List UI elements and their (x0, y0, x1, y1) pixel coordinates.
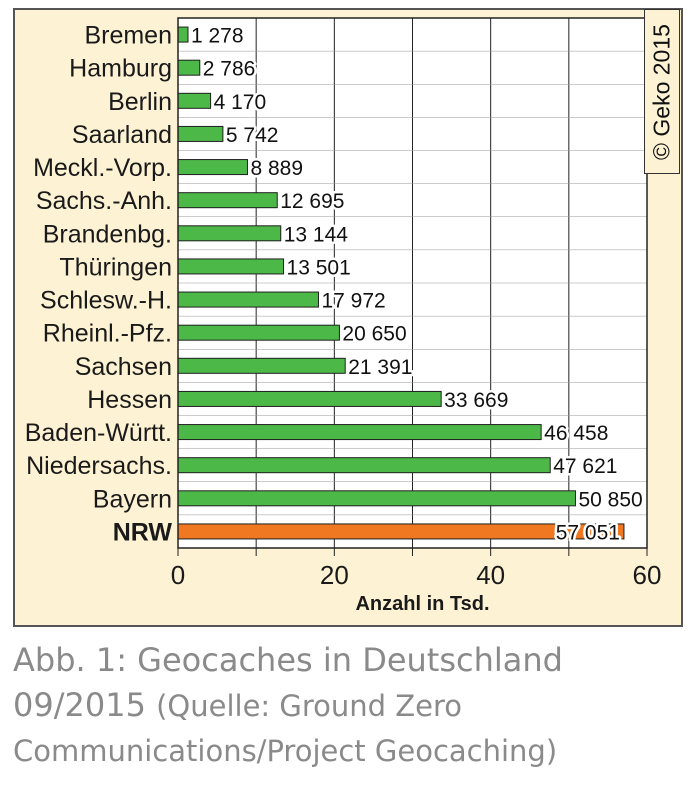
category-label: Saarland (72, 121, 172, 149)
caption-source-1: (Quelle: Ground Zero (156, 689, 463, 723)
bar (177, 457, 551, 474)
bar (177, 26, 189, 43)
data-label: 4 170 (214, 91, 267, 114)
figure-caption: Abb. 1: Geocaches in Deutschland 09/2015… (13, 638, 688, 774)
bar (177, 159, 248, 176)
category-label: Berlin (108, 88, 172, 116)
copyright-box: © Geko 2015 (644, 9, 680, 174)
x-tick-label: 20 (320, 560, 349, 590)
data-label: 33 669 (444, 389, 508, 412)
category-label: Baden-Württ. (25, 419, 172, 447)
bar (177, 357, 346, 374)
data-label: 1 278 (191, 25, 244, 48)
category-label: Thüringen (59, 253, 172, 281)
copyright-text: © Geko 2015 (648, 23, 675, 160)
category-label: Niedersachs. (26, 452, 172, 480)
bar-chart: 0 20 40 60 Bremen 1 278 Hamburg 2 786 Berlin 4 1… (25, 17, 662, 615)
category-label: Hamburg (69, 55, 172, 83)
category-label: Sachsen (75, 353, 172, 381)
caption-line-3: Communications/Project Geocaching) (13, 734, 558, 768)
bar (177, 225, 282, 242)
data-label: 12 695 (280, 190, 344, 213)
caption-date: 09/2015 (13, 686, 146, 724)
bar (177, 424, 542, 441)
data-label: 13 144 (284, 223, 349, 246)
bar (177, 59, 201, 76)
bar (177, 291, 319, 308)
data-label: 2 786 (203, 58, 256, 81)
category-label: Schlesw.-H. (40, 287, 172, 315)
category-label: Hessen (87, 386, 172, 414)
bar (177, 192, 278, 209)
data-label: 21 391 (348, 356, 412, 379)
data-label: 46 458 (544, 422, 608, 445)
data-label: 13 501 (287, 256, 351, 279)
bar (177, 324, 340, 341)
category-label: Rheinl.-Pfz. (43, 320, 172, 348)
plot-border (177, 17, 648, 549)
x-tick-label: 60 (633, 560, 662, 590)
category-label: Bremen (84, 22, 172, 50)
labels: Bremen 1 278 Hamburg 2 786 Berlin 4 170 Saarla… (25, 22, 645, 547)
bar (177, 490, 576, 507)
data-label: 47 621 (553, 455, 617, 478)
category-label: NRW (113, 518, 173, 546)
category-label: Brandenbg. (43, 220, 172, 248)
data-label: 20 650 (342, 323, 406, 346)
data-label: 50 850 (578, 488, 642, 511)
bar (177, 390, 442, 407)
x-tick-label: 0 (171, 560, 185, 590)
bar (177, 258, 285, 275)
data-label: 17 972 (321, 290, 385, 313)
x-tick-label: 40 (476, 560, 505, 590)
category-label: Meckl.-Vorp. (33, 154, 172, 182)
data-label: 57 051 (556, 521, 620, 544)
caption-line-1: Abb. 1: Geocaches in Deutschland (13, 641, 563, 679)
bar (177, 125, 224, 142)
category-label: Sachs.-Anh. (36, 187, 172, 215)
data-label: 8 889 (250, 157, 303, 180)
x-axis-title: Anzahl in Tsd. (355, 593, 489, 615)
axes: 0 20 40 60 (171, 17, 662, 590)
bar (177, 92, 212, 109)
category-label: Bayern (93, 485, 172, 513)
bars (177, 26, 625, 540)
caption-line-2: 09/2015 (Quelle: Ground Zero (13, 683, 688, 729)
data-label: 5 742 (226, 124, 279, 147)
